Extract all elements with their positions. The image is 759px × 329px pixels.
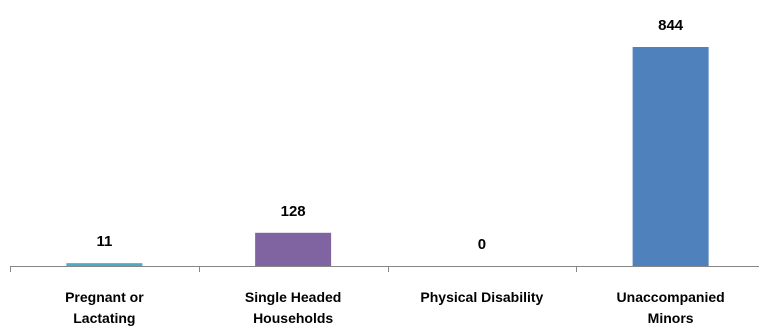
data-label-3: 844 <box>658 17 684 34</box>
bar-1 <box>255 232 332 266</box>
category-label-3: Unaccompanied Minors <box>617 289 725 326</box>
category-label-0: Pregnant or Lactating <box>65 289 144 326</box>
category-label-line: Households <box>253 310 333 326</box>
data-label-0: 11 <box>96 233 112 250</box>
category-label-2: Physical Disability <box>420 289 543 305</box>
labels-layer: 11 Pregnant or Lactating 128 Single Headed Ho… <box>65 17 725 326</box>
category-label-line: Minors <box>648 310 694 326</box>
category-label-1: Single Headed Households <box>245 289 341 326</box>
x-axis <box>10 266 759 272</box>
bars-layer <box>66 47 709 266</box>
category-label-line: Unaccompanied <box>617 289 725 305</box>
category-label-line: Pregnant or <box>65 289 144 305</box>
data-label-1: 128 <box>281 203 306 220</box>
category-label-line: Single Headed <box>245 289 341 305</box>
category-label-line: Physical Disability <box>420 289 543 305</box>
bar-3 <box>632 47 709 266</box>
bar-0 <box>66 263 143 266</box>
category-label-line: Lactating <box>73 310 135 326</box>
data-label-2: 0 <box>478 236 486 253</box>
